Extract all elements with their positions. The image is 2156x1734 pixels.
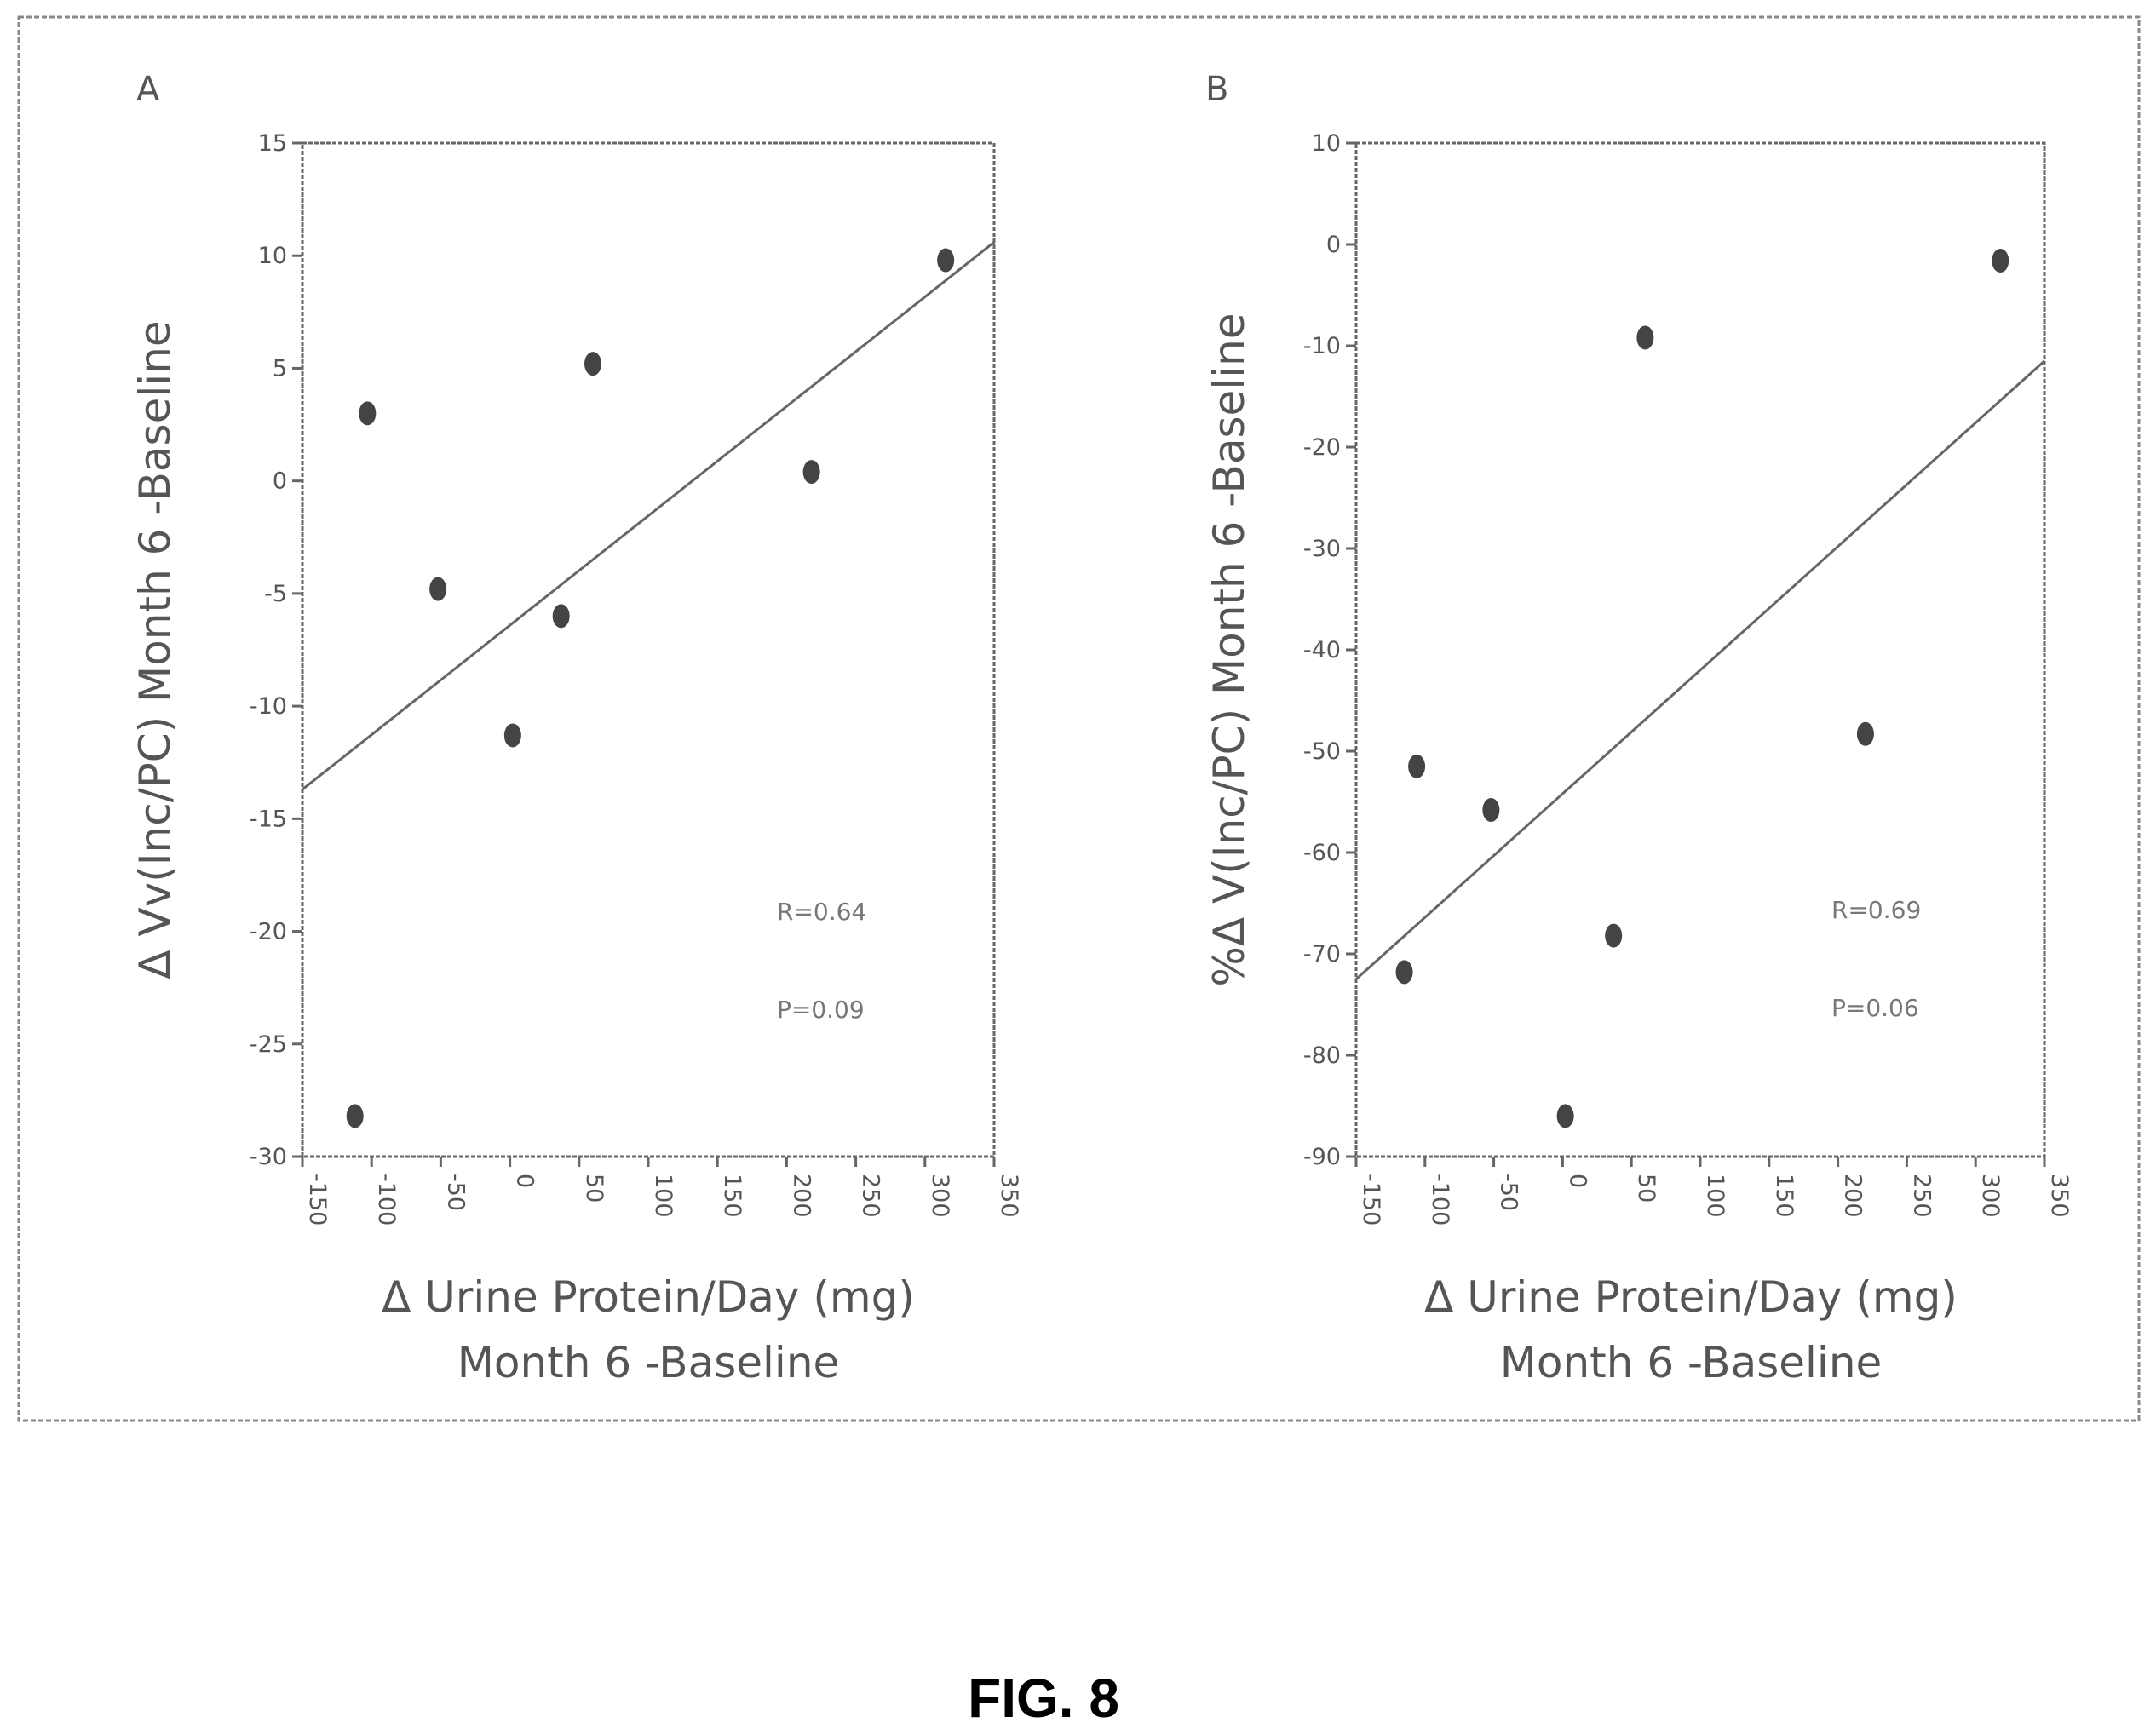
panel-a-data-point — [802, 460, 820, 485]
panel-b-y-tick-label: -90 — [1303, 1144, 1341, 1170]
panel-b-x-axis-title-line1: Δ Urine Protein/Day (mg) — [1424, 1272, 1958, 1322]
panel-b-data-point — [1856, 721, 1874, 746]
panel-a-x-tick-label: -100 — [373, 1174, 400, 1226]
panel-a-y-tick-label: -30 — [250, 1144, 287, 1170]
panel-a-x-tick-label: 300 — [927, 1174, 953, 1218]
panel-a-y-tick-label: 10 — [258, 243, 287, 269]
panel-b-data-point — [1395, 960, 1413, 985]
panel-a-data-point — [359, 401, 377, 426]
panel-a-y-tick-label: 5 — [273, 355, 287, 382]
panel-b-y-tick-label: -80 — [1303, 1042, 1341, 1069]
panel-b-y-axis-title: %Δ V(Inc/PC) Month 6 -Baseline — [1204, 313, 1254, 986]
panel-a-p-value: P=0.09 — [777, 996, 865, 1024]
panel-b-y-tick-label: -60 — [1303, 840, 1341, 866]
panel-b-x-tick-label: 0 — [1564, 1174, 1590, 1188]
panel-b-y-tick-label: 0 — [1326, 232, 1341, 258]
panel-b-x-tick-label: 50 — [1633, 1174, 1659, 1203]
panel-a-x-tick-label: 350 — [996, 1174, 1022, 1218]
panel-b-x-tick-label: 300 — [1977, 1174, 2004, 1218]
panel-a-y-tick-label: -10 — [250, 693, 287, 720]
panel-a-x-tick-label: 250 — [858, 1174, 884, 1218]
panel-a-data-point — [584, 352, 602, 376]
panel-b-y-tick-label: -70 — [1303, 941, 1341, 967]
panel-a-y-axis-title: Δ Vv(Inc/PC) Month 6 -Baseline — [130, 320, 180, 979]
panel-a-data-point — [937, 248, 955, 273]
panel-a-x-tick-label: 0 — [512, 1174, 538, 1188]
panel-b-x-tick-label: 200 — [1840, 1174, 1866, 1218]
panel-b-p-value: P=0.06 — [1831, 994, 1919, 1022]
panel-b-x-tick-label: 150 — [1771, 1174, 1797, 1218]
panel-b-x-tick-label: 350 — [2046, 1174, 2073, 1218]
panel-a-y-axis: 15 10 5 0 -5 -10 -15 -20 -25 -30 — [250, 130, 302, 1170]
panel-a-x-tick-label: 200 — [788, 1174, 814, 1218]
panel-a-x-tick-label: -150 — [304, 1174, 331, 1226]
panel-b-data-point — [1605, 923, 1623, 948]
panel-b-x-tick-label: -50 — [1496, 1174, 1522, 1211]
panel-b-data-point — [1408, 754, 1426, 778]
panel-a-r-value: R=0.64 — [777, 898, 866, 926]
panel-b-y-tick-label: -40 — [1303, 637, 1341, 663]
panel-a-x-axis: -150 -100 -50 0 50 100 150 200 250 300 350 — [301, 1157, 1022, 1226]
panel-b-data-point — [1556, 1104, 1574, 1128]
panel-a-x-tick-label: -50 — [442, 1174, 469, 1211]
panel-b-label: B — [1205, 70, 1228, 109]
panel-a-y-tick-label: 0 — [273, 468, 287, 495]
panel-a-y-tick-label: -15 — [250, 806, 287, 832]
panel-b-x-tick-label: -150 — [1358, 1174, 1384, 1226]
panel-a-y-tick-label: -20 — [250, 919, 287, 945]
panel-a-y-tick-label: -25 — [250, 1031, 287, 1058]
panel-a-y-tick-label: 15 — [258, 130, 287, 157]
panel-b-y-tick-label: -50 — [1303, 738, 1341, 765]
panel-a-data-point — [503, 723, 521, 748]
panel-b-x-tick-label: 100 — [1702, 1174, 1728, 1218]
panel-a-x-tick-label: 100 — [650, 1174, 676, 1218]
panel-b-y-tick-label: -30 — [1303, 536, 1341, 562]
panel-a-x-tick-label: 150 — [719, 1174, 745, 1218]
panel-b-x-tick-label: 250 — [1908, 1174, 1935, 1218]
panel-b-x-tick-label: -100 — [1427, 1174, 1453, 1226]
panel-a-plot-area — [301, 141, 996, 1158]
panel-b-y-tick-label: 10 — [1312, 130, 1341, 157]
panel-a-data-points — [346, 248, 955, 1128]
panel-b-data-point — [1992, 249, 2009, 273]
panel-a-x-axis-title-line2: Month 6 -Baseline — [457, 1338, 840, 1387]
panel-b-plot-area — [1354, 141, 2046, 1158]
figure-frame — [17, 15, 2141, 1422]
panel-b-data-point — [1482, 798, 1500, 823]
panel-a-data-point — [552, 604, 570, 629]
panel-a-y-tick-label: -5 — [264, 581, 287, 607]
panel-a-x-axis-title-line1: Δ Urine Protein/Day (mg) — [382, 1272, 915, 1322]
panel-a-x-tick-label: 50 — [581, 1174, 607, 1203]
panel-b: B 100-10-20-30-40-50-60-70-80-90 -150 -10… — [1204, 70, 2073, 1387]
panel-b-data-points — [1395, 249, 2009, 1128]
figure-caption: FIG. 8 — [968, 1668, 1119, 1729]
panel-b-y-tick-label: -10 — [1303, 333, 1341, 359]
panel-b-x-axis-title-line2: Month 6 -Baseline — [1500, 1338, 1883, 1387]
panel-a-label: A — [136, 70, 160, 109]
panel-b-data-point — [1636, 325, 1654, 350]
panel-a-trendline — [302, 241, 995, 791]
panel-a-data-point — [429, 577, 447, 601]
panel-b-x-axis: -150 -100 -50 0 50 100 150 200 250 300 350 — [1354, 1157, 2073, 1226]
panel-a-data-point — [346, 1104, 364, 1128]
panel-b-trendline — [1354, 359, 2046, 980]
panel-b-y-axis: 10 0 -10 -20 -30 -40 -50 -60 -70 -80 -90 — [1303, 130, 1356, 1170]
panel-b-y-tick-label: -20 — [1303, 434, 1341, 461]
panel-b-r-value: R=0.69 — [1831, 896, 1921, 924]
